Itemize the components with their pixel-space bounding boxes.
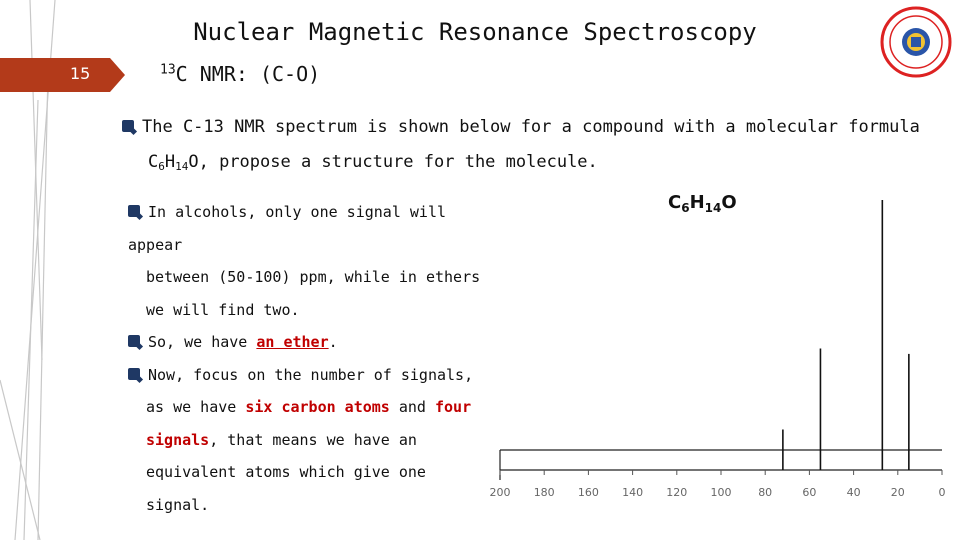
- x-tick-label: 160: [578, 486, 599, 499]
- bullet-2: So, we have an ether.: [128, 326, 488, 359]
- label-c: C: [668, 192, 682, 213]
- subtitle-superscript: 13: [160, 62, 176, 78]
- x-tick-label: 140: [622, 486, 643, 499]
- formula-h: H: [164, 152, 176, 172]
- x-tick-label: 0: [939, 486, 946, 499]
- bullet-3-line1: Now, focus on the number of signals,: [148, 365, 474, 384]
- bullet-icon: [122, 120, 134, 132]
- slide-number-shape: [0, 58, 125, 92]
- bullet-3-emphasis-3: signals: [146, 430, 210, 449]
- x-tick-label: 60: [802, 486, 816, 499]
- bullet-2-post: .: [328, 333, 338, 351]
- bullet-icon: [128, 367, 140, 380]
- slide-number: 15: [70, 64, 91, 83]
- bullet-3-line3: signals, that means we have an: [128, 424, 488, 457]
- bullet-3-emphasis-2: four: [435, 398, 472, 416]
- spectrum-formula-label: C6H14O: [668, 192, 737, 215]
- nmr-spectrum-chart: 200 180 160 140 120 100 80 60 40 20 0: [490, 200, 946, 499]
- bullet-1-line2: between (50-100) ppm, while in ethers: [146, 268, 481, 286]
- bullet-1-line3: we will find two.: [146, 300, 300, 319]
- x-tick-label: 80: [758, 486, 772, 499]
- bullet-1: In alcohols, only one signal will appear: [128, 196, 488, 261]
- bullet-icon: [128, 205, 140, 217]
- slide-number-tag: 15: [0, 58, 125, 92]
- bullet-3-line2: as we have six carbon atoms and four: [128, 391, 488, 424]
- formula-h-count: 14: [175, 160, 189, 173]
- question-line1: The C-13 NMR spectrum is shown below for…: [142, 117, 920, 137]
- label-h-count: 14: [704, 201, 722, 215]
- bullet-3-post: , that means we have an: [209, 430, 417, 449]
- x-tick-label: 120: [666, 486, 687, 499]
- x-tick-label: 100: [711, 486, 732, 499]
- bullet-icon: [128, 335, 140, 347]
- bullet-3-emphasis-1: six carbon atoms: [245, 398, 390, 416]
- subtitle-text: C NMR: (C-O): [175, 62, 321, 86]
- question-text: The C-13 NMR spectrum is shown below for…: [122, 110, 922, 184]
- question-line2: C6H14O, propose a structure for the mole…: [122, 145, 922, 184]
- bullet-3-line4: equivalent atoms which give one signal.: [146, 463, 426, 514]
- bullet-2-pre: So, we have: [148, 333, 257, 351]
- bullet-2-emphasis: an ether: [256, 333, 329, 351]
- bullet-3-pre: as we have: [146, 398, 246, 416]
- formula-c: C: [148, 152, 159, 172]
- x-tick-label: 200: [490, 486, 511, 499]
- label-h: H: [689, 192, 705, 213]
- x-tick-label: 40: [847, 486, 861, 499]
- label-o: O: [721, 192, 737, 213]
- bullet-list: In alcohols, only one signal will appear…: [128, 196, 488, 521]
- x-tick-label: 20: [891, 486, 905, 499]
- slide-subtitle: 13C NMR: (C-O): [160, 62, 320, 86]
- formula-rest: O, propose a structure for the molecule.: [188, 152, 598, 172]
- slide-title: Nuclear Magnetic Resonance Spectroscopy: [193, 18, 757, 46]
- x-tick-label: 180: [534, 486, 555, 499]
- formula-c-count: 6: [158, 160, 165, 173]
- bullet-1-line1: In alcohols, only one signal will appear: [128, 203, 447, 254]
- label-c-count: 6: [681, 201, 690, 215]
- bullet-3-mid: and: [389, 398, 435, 416]
- university-logo: [880, 6, 952, 78]
- bullet-3: Now, focus on the number of signals,: [128, 359, 488, 392]
